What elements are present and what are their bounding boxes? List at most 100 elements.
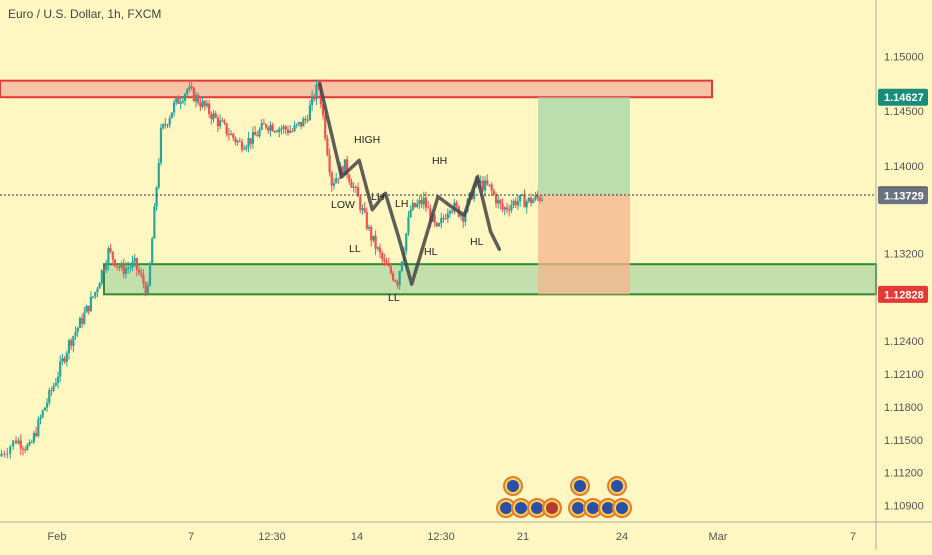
candle-body: [444, 218, 447, 220]
candle-body: [56, 376, 60, 384]
price-badge: [878, 285, 928, 303]
candle-body: [354, 186, 357, 188]
candle-body: [135, 258, 138, 270]
candle-body: [365, 211, 368, 229]
candle-body: [100, 270, 103, 284]
candle-body: [512, 200, 515, 206]
candle-body: [190, 86, 193, 88]
candle-body: [536, 195, 539, 198]
profit-target-box: [538, 97, 630, 195]
candle-body: [407, 217, 410, 234]
candle-body: [6, 453, 9, 455]
event-flag-core: [515, 502, 527, 514]
event-flag-core: [507, 480, 519, 492]
structure-label: HL: [470, 236, 484, 248]
candle-body: [400, 261, 403, 272]
candle-body: [376, 247, 379, 249]
candle-body: [175, 97, 178, 103]
candle-body: [527, 197, 530, 202]
candle-body: [370, 226, 373, 241]
candle-body: [352, 186, 355, 188]
chart-title: Euro / U.S. Dollar, 1h, FXCM: [8, 7, 161, 21]
candle-body: [208, 103, 211, 115]
candle-body: [0, 453, 3, 457]
candle-body: [236, 140, 239, 143]
candle-body: [341, 166, 344, 175]
candle-body: [124, 268, 128, 275]
price-badge-label: 1.12828: [884, 289, 924, 301]
candle-body: [98, 283, 101, 289]
price-tick-label: 1.10900: [884, 501, 924, 513]
price-tick-label: 1.11500: [884, 435, 923, 447]
candle-body: [413, 202, 417, 208]
candle-body: [131, 261, 134, 268]
candle-body: [302, 118, 305, 127]
candle-body: [372, 235, 375, 241]
candle-body: [210, 114, 213, 120]
candle-body: [50, 390, 53, 392]
candle-body: [48, 390, 51, 403]
candle-body: [155, 187, 158, 207]
candle-body: [67, 340, 71, 354]
price-badge: [878, 88, 928, 106]
candle-body: [127, 267, 130, 269]
candle-body: [14, 440, 18, 444]
event-flag-core: [616, 502, 628, 514]
candle-body: [181, 100, 184, 103]
candle-body: [260, 123, 263, 130]
candle-body: [523, 194, 526, 208]
candle-body: [116, 266, 119, 268]
candle-body: [214, 113, 217, 118]
candle-body: [437, 223, 441, 227]
candle-body: [83, 312, 86, 324]
event-flag-core: [546, 502, 558, 514]
candle-body: [17, 440, 20, 444]
candle-body: [45, 402, 49, 408]
candle-body: [227, 134, 230, 136]
candle-body: [118, 266, 121, 268]
structure-label: LH: [371, 191, 384, 203]
time-tick-label: 14: [351, 531, 363, 543]
candle-body: [481, 180, 484, 191]
candle-body: [424, 197, 428, 208]
candle-body: [429, 208, 432, 222]
candle-body: [273, 131, 276, 133]
candle-body: [448, 210, 452, 214]
candle-body: [488, 184, 491, 186]
candle-body: [459, 214, 463, 217]
candle-body: [111, 251, 114, 260]
candle-body: [350, 181, 353, 188]
candle-body: [374, 235, 377, 249]
candle-body: [212, 113, 215, 120]
candle-body: [267, 127, 270, 131]
candle-body: [162, 124, 165, 128]
candle-body: [278, 128, 281, 133]
candle-body: [94, 292, 97, 297]
candle-body: [383, 259, 386, 262]
candle-body: [39, 417, 42, 420]
candle-body: [192, 87, 195, 102]
support-zone: [103, 263, 877, 296]
candle-body: [9, 446, 12, 454]
candle-body: [420, 200, 423, 205]
candle-body: [330, 172, 333, 186]
candle-body: [102, 270, 106, 272]
candle-body: [392, 273, 395, 281]
candle-body: [433, 215, 436, 223]
candle-body: [70, 340, 73, 346]
candle-body: [411, 202, 414, 210]
candle-body: [313, 95, 316, 100]
candle-body: [387, 264, 390, 267]
price-tick-label: 1.15000: [884, 51, 924, 63]
event-flag-core: [500, 502, 512, 514]
candle-body: [282, 126, 285, 129]
candle-body: [197, 95, 200, 104]
candle-body: [24, 449, 27, 451]
candle-body: [295, 124, 298, 126]
candle-body: [229, 133, 233, 136]
candle-body: [81, 318, 84, 324]
candle-body: [251, 132, 255, 144]
candle-body: [479, 180, 482, 184]
